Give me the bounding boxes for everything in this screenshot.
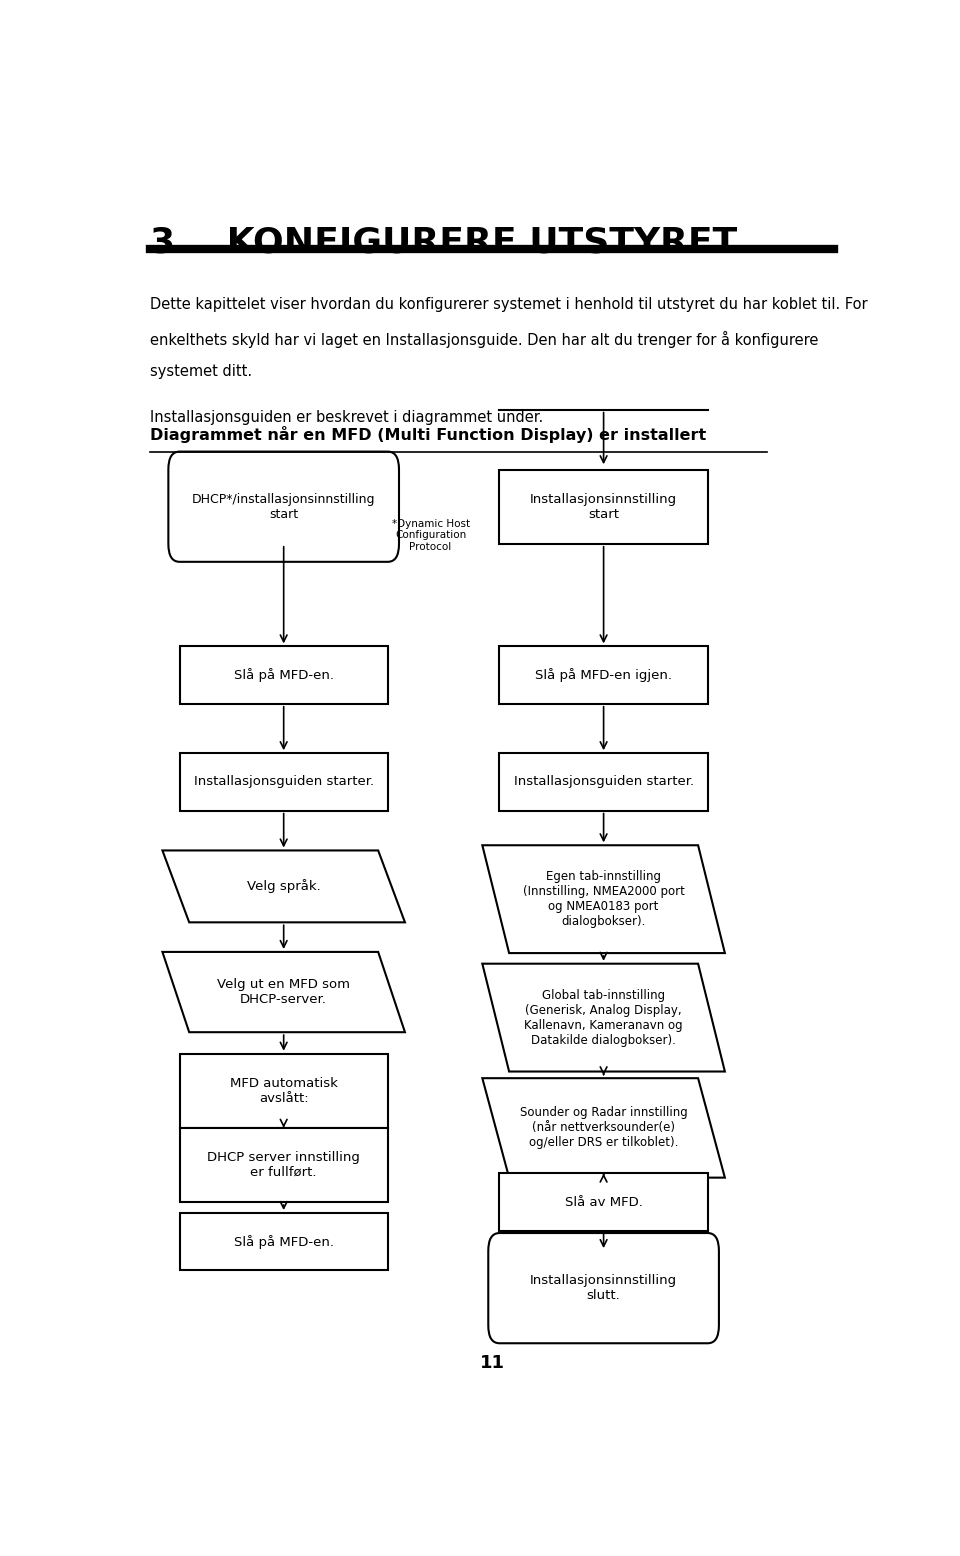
Text: enkelthets skyld har vi laget en Installasjonsguide. Den har alt du trenger for : enkelthets skyld har vi laget en Install… bbox=[150, 330, 818, 347]
Text: Sounder og Radar innstilling
(når nettverksounder(e)
og/eller DRS er tilkoblet).: Sounder og Radar innstilling (når nettve… bbox=[519, 1106, 687, 1150]
Text: Installasjonsinnstilling
slutt.: Installasjonsinnstilling slutt. bbox=[530, 1274, 677, 1302]
FancyBboxPatch shape bbox=[499, 646, 708, 703]
Text: 3.   KONFIGURERE UTSTYRET: 3. KONFIGURERE UTSTYRET bbox=[150, 226, 737, 258]
Text: *Dynamic Host
Configuration
Protocol: *Dynamic Host Configuration Protocol bbox=[392, 518, 469, 552]
FancyBboxPatch shape bbox=[180, 1128, 388, 1203]
Text: Slå på MFD-en.: Slå på MFD-en. bbox=[233, 668, 334, 682]
Text: 11: 11 bbox=[479, 1354, 505, 1372]
FancyBboxPatch shape bbox=[180, 753, 388, 811]
Text: Installasjonsinnstilling
start: Installasjonsinnstilling start bbox=[530, 493, 677, 521]
Polygon shape bbox=[482, 845, 725, 954]
Text: Velg ut en MFD som
DHCP-server.: Velg ut en MFD som DHCP-server. bbox=[217, 979, 350, 1007]
Text: Dette kapittelet viser hvordan du konfigurerer systemet i henhold til utstyret d: Dette kapittelet viser hvordan du konfig… bbox=[150, 297, 868, 311]
FancyBboxPatch shape bbox=[499, 1173, 708, 1231]
Text: Installasjonsguiden starter.: Installasjonsguiden starter. bbox=[514, 775, 694, 789]
Text: DHCP server innstilling
er fullført.: DHCP server innstilling er fullført. bbox=[207, 1151, 360, 1179]
Text: Velg språk.: Velg språk. bbox=[247, 879, 321, 893]
FancyBboxPatch shape bbox=[499, 470, 708, 545]
FancyBboxPatch shape bbox=[499, 753, 708, 811]
Text: Slå på MFD-en.: Slå på MFD-en. bbox=[233, 1235, 334, 1248]
FancyBboxPatch shape bbox=[168, 451, 399, 562]
Text: Global tab-innstilling
(Generisk, Analog Display,
Kallenavn, Kameranavn og
Datak: Global tab-innstilling (Generisk, Analog… bbox=[524, 988, 683, 1047]
Text: systemet ditt.: systemet ditt. bbox=[150, 364, 252, 380]
Text: Diagrammet når en MFD (Multi Function Display) er installert: Diagrammet når en MFD (Multi Function Di… bbox=[150, 426, 706, 443]
Text: Installasjonsguiden starter.: Installasjonsguiden starter. bbox=[194, 775, 373, 789]
Text: Slå på MFD-en igjen.: Slå på MFD-en igjen. bbox=[535, 668, 672, 682]
Polygon shape bbox=[482, 963, 725, 1072]
Text: Installasjonsguiden er beskrevet i diagrammet under.: Installasjonsguiden er beskrevet i diagr… bbox=[150, 409, 543, 425]
Polygon shape bbox=[162, 851, 405, 923]
Text: MFD automatisk
avslått:: MFD automatisk avslått: bbox=[229, 1077, 338, 1105]
FancyBboxPatch shape bbox=[180, 1214, 388, 1270]
Polygon shape bbox=[162, 952, 405, 1032]
Text: DHCP*/installasjonsinnstilling
start: DHCP*/installasjonsinnstilling start bbox=[192, 493, 375, 521]
FancyBboxPatch shape bbox=[180, 1053, 388, 1128]
Text: Slå av MFD.: Slå av MFD. bbox=[564, 1195, 642, 1209]
FancyBboxPatch shape bbox=[180, 646, 388, 703]
FancyBboxPatch shape bbox=[489, 1232, 719, 1343]
Text: Egen tab-innstilling
(Innstilling, NMEA2000 port
og NMEA0183 port
dialogbokser).: Egen tab-innstilling (Innstilling, NMEA2… bbox=[522, 870, 684, 929]
Polygon shape bbox=[482, 1078, 725, 1178]
